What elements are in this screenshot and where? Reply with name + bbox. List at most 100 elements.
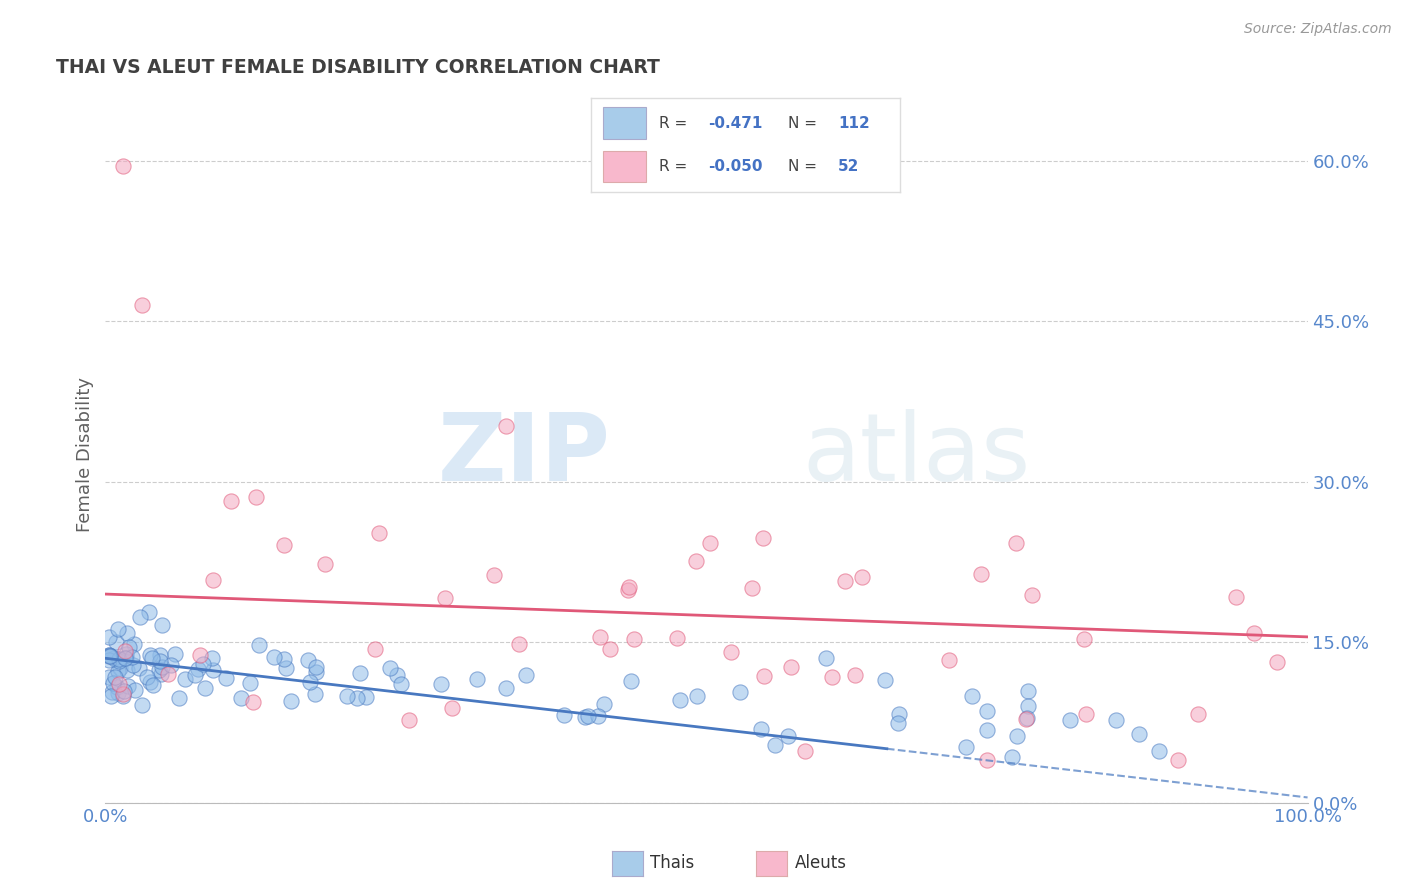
Point xyxy=(98,653,121,667)
Point xyxy=(304,687,326,701)
Point xyxy=(135,670,157,684)
Point xyxy=(239,676,262,690)
Text: atlas: atlas xyxy=(803,409,1031,501)
Point xyxy=(336,689,359,703)
Point xyxy=(184,668,207,682)
Point xyxy=(938,652,960,666)
Point xyxy=(229,691,252,706)
Point xyxy=(276,661,298,675)
Point xyxy=(834,574,856,589)
Point xyxy=(188,648,211,662)
Point xyxy=(887,707,910,722)
Point xyxy=(1073,632,1095,647)
Point xyxy=(686,689,709,703)
Point xyxy=(138,648,160,662)
Point xyxy=(150,618,173,632)
Point xyxy=(115,650,138,665)
Text: R =: R = xyxy=(658,116,692,131)
Point xyxy=(482,568,505,582)
Point xyxy=(124,683,146,698)
Point xyxy=(117,664,139,678)
Bar xyxy=(603,108,647,139)
Point xyxy=(114,643,136,657)
Point xyxy=(1167,753,1189,767)
Point xyxy=(751,531,773,545)
Point xyxy=(617,580,640,594)
Point xyxy=(1004,535,1026,549)
Point xyxy=(553,708,575,723)
Point xyxy=(242,695,264,709)
Point xyxy=(117,626,139,640)
Point xyxy=(976,704,998,718)
Point xyxy=(108,660,131,674)
Text: N =: N = xyxy=(789,159,823,174)
Point xyxy=(114,684,136,698)
Point xyxy=(150,659,173,673)
Point xyxy=(163,647,186,661)
Point xyxy=(780,660,803,674)
Point xyxy=(364,641,387,656)
Point xyxy=(112,689,135,703)
Y-axis label: Female Disability: Female Disability xyxy=(76,377,94,533)
Point xyxy=(955,740,977,755)
Bar xyxy=(603,151,647,183)
Point xyxy=(599,641,621,656)
Point xyxy=(169,691,191,706)
Point xyxy=(98,649,121,664)
Point xyxy=(1076,706,1098,721)
Point xyxy=(104,634,127,648)
Point xyxy=(1105,714,1128,728)
Point xyxy=(141,650,163,665)
Point xyxy=(368,526,391,541)
Point xyxy=(245,490,267,504)
Point xyxy=(619,673,641,688)
Point xyxy=(354,690,377,704)
Point xyxy=(1147,744,1170,758)
Point xyxy=(1265,656,1288,670)
Point xyxy=(273,652,295,666)
Point xyxy=(752,668,775,682)
Point xyxy=(430,676,453,690)
Point xyxy=(346,691,368,706)
Point xyxy=(98,631,121,645)
Text: Source: ZipAtlas.com: Source: ZipAtlas.com xyxy=(1244,22,1392,37)
Point xyxy=(98,648,121,663)
Point xyxy=(1243,626,1265,640)
Point xyxy=(1017,684,1039,698)
Point xyxy=(1128,727,1150,741)
Point xyxy=(107,665,129,679)
Point xyxy=(617,583,640,598)
Point xyxy=(589,630,612,644)
Point xyxy=(1007,729,1029,743)
Point xyxy=(976,753,998,767)
Point xyxy=(1017,711,1039,725)
Point xyxy=(623,632,645,646)
Point xyxy=(112,159,135,173)
Point xyxy=(131,298,153,312)
Point xyxy=(398,713,420,727)
Point xyxy=(299,674,322,689)
Point xyxy=(960,689,983,703)
Point xyxy=(98,670,121,684)
Point xyxy=(149,648,172,662)
Point xyxy=(156,667,179,681)
Point xyxy=(1017,699,1039,714)
Point xyxy=(508,637,530,651)
Point xyxy=(349,665,371,680)
Point xyxy=(515,668,537,682)
Point xyxy=(305,660,328,674)
Point xyxy=(129,610,152,624)
Point xyxy=(699,535,721,549)
Point xyxy=(378,661,401,675)
Point xyxy=(107,622,129,636)
Text: 52: 52 xyxy=(838,159,859,174)
Point xyxy=(105,681,128,695)
Point xyxy=(814,650,837,665)
Point xyxy=(305,665,328,679)
Text: Thais: Thais xyxy=(650,855,693,872)
Text: THAI VS ALEUT FEMALE DISABILITY CORRELATION CHART: THAI VS ALEUT FEMALE DISABILITY CORRELAT… xyxy=(56,58,659,77)
Point xyxy=(111,687,134,701)
Point xyxy=(200,651,222,665)
Point xyxy=(149,667,172,681)
Point xyxy=(763,738,786,752)
